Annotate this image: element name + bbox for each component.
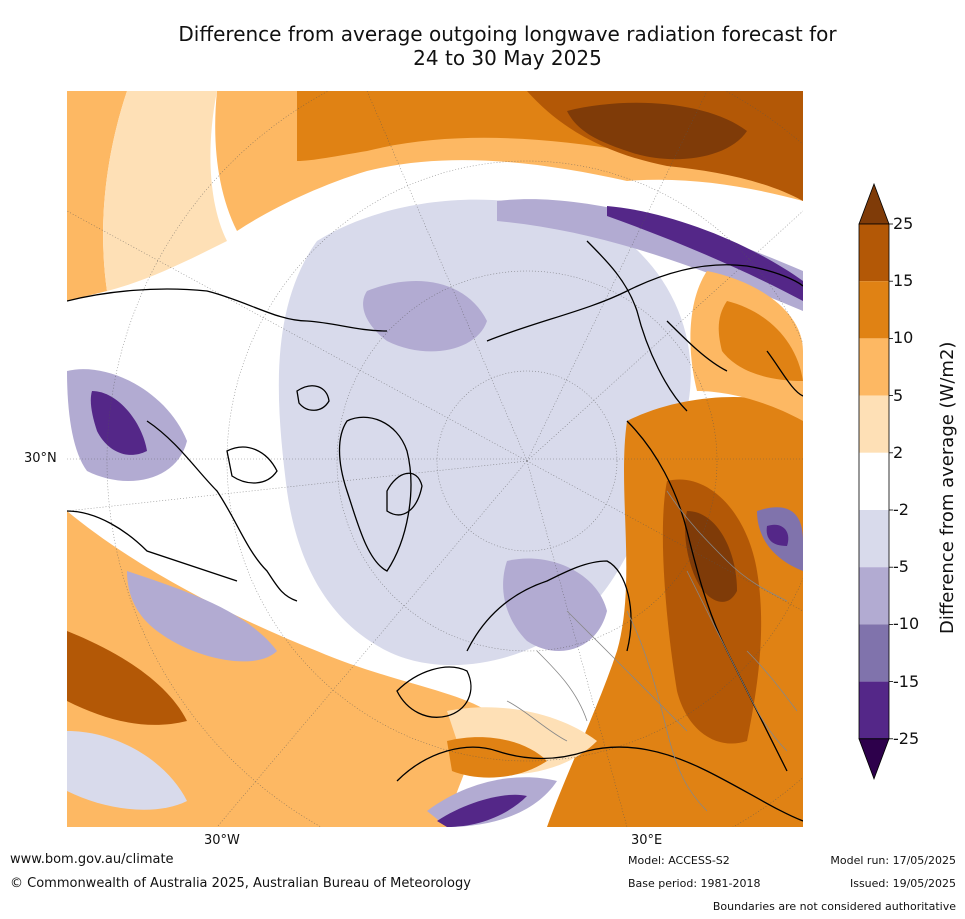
- colorbar-tick-label: 5: [893, 386, 904, 405]
- anomaly-region-east-asia-dark-purple: [766, 524, 789, 546]
- colorbar-tick-label: -5: [893, 557, 909, 576]
- colorbar-extend-top: [858, 182, 890, 225]
- latitude-label-30n: 30°N: [24, 451, 57, 466]
- colorbar-tick-label: 25: [893, 214, 914, 233]
- anomaly-region-siberia-dark-brown: [567, 102, 747, 160]
- colorbar-tick-label: -15: [893, 672, 920, 691]
- colorbar-segment: [859, 567, 889, 625]
- colorbar-segment: [859, 681, 889, 739]
- anomaly-region-south-brown: [67, 631, 187, 725]
- colorbar: [855, 182, 965, 782]
- anomaly-region-polar-light-purple: [363, 281, 487, 352]
- anomaly-region-asia-orange-north: [718, 301, 803, 381]
- footer-model: Model: ACCESS-S2: [628, 854, 730, 867]
- colorbar-segment: [859, 452, 889, 510]
- footer-model-run: Model run: 17/05/2025: [830, 854, 956, 867]
- colorbar-tick-label: 15: [893, 271, 914, 290]
- map-title-line-2: 24 to 30 May 2025: [413, 46, 602, 70]
- colorbar-tick-label: -25: [893, 729, 920, 748]
- colorbar-segment: [859, 224, 889, 282]
- anomaly-region-southwest-lavender: [67, 731, 187, 810]
- colorbar-tick-label: 2: [893, 443, 904, 462]
- colorbar-title: Difference from average (W/m2): [937, 341, 958, 634]
- footer-issued: Issued: 19/05/2025: [849, 877, 956, 890]
- footer-disclaimer: Boundaries are not considered authoritat…: [712, 900, 956, 913]
- anomaly-region-pacific-negative-dark: [90, 391, 147, 455]
- anomaly-region-pacific-stripe: [497, 199, 803, 311]
- anomaly-region-europe-light-purple: [503, 558, 607, 651]
- anomaly-region-west-orange: [67, 91, 127, 301]
- coastlines: [67, 240, 803, 822]
- colorbar-segment: [859, 281, 889, 339]
- anomaly-region-mid-atlantic-purple: [127, 571, 277, 662]
- colorbar-extend-bottom: [858, 738, 890, 780]
- colorbar-segment: [859, 510, 889, 568]
- map-title-line-1: Difference from average outgoing longwav…: [178, 22, 837, 46]
- map-graticule: [67, 91, 803, 827]
- anomaly-region-pacific-stripe-dark: [607, 206, 803, 301]
- colorbar-tick-label: -10: [893, 614, 920, 633]
- map-title: Difference from average outgoing longwav…: [60, 22, 955, 70]
- anomaly-region-africa-dark-purple: [437, 794, 527, 827]
- anomaly-region-west-peach: [103, 91, 227, 291]
- longitude-label-30w: 30°W: [204, 833, 240, 848]
- colorbar-segment: [859, 624, 889, 682]
- footer-copyright: © Commonwealth of Australia 2025, Austra…: [10, 876, 471, 891]
- footer-base-period: Base period: 1981-2018: [628, 877, 761, 890]
- country-borders: [506, 490, 798, 812]
- colorbar-tick-label: 10: [893, 328, 914, 347]
- colorbar-segment: [859, 338, 889, 396]
- colorbar-tick-label: -2: [893, 500, 909, 519]
- longitude-label-30e: 30°E: [631, 833, 663, 848]
- anomaly-region-asia-dark-brown: [685, 511, 737, 602]
- colorbar-segment: [859, 395, 889, 453]
- olr-anomaly-map: [67, 91, 803, 827]
- footer-url[interactable]: www.bom.gov.au/climate: [10, 852, 174, 867]
